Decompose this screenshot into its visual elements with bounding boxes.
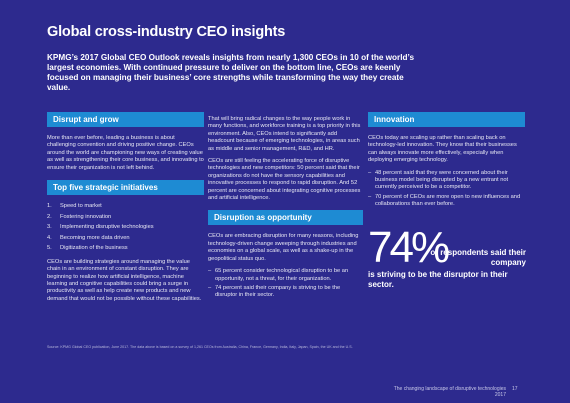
section-heading: Disruption as opportunity [208, 210, 363, 226]
paragraph: CEOs today are scaling up rather than sc… [368, 135, 517, 164]
stat-text: is striving to be the disruptor in their… [368, 270, 508, 289]
intro: KPMG’s 2017 Global CEO Outlook reveals i… [47, 53, 415, 92]
source: Source: KPMG Global CEO publication, Jun… [47, 345, 353, 349]
section-heading: Innovation [368, 112, 525, 127]
column: Disrupt and grow More than ever before, … [47, 112, 204, 308]
paragraph: More than ever before, leading a busines… [47, 135, 204, 171]
list-item: Fostering innovation [47, 213, 112, 222]
list-item: Speed to market [47, 203, 102, 211]
paragraph: CEOs are embracing disruption for many r… [208, 233, 359, 262]
paragraph: That will bring radical changes to the w… [208, 116, 361, 152]
bullet: 74 percent said their company is strivin… [208, 285, 363, 300]
list-item: Digitization of the business [47, 245, 128, 253]
section-heading: Top five strategic initiatives [47, 180, 204, 196]
list: Speed to market Fostering innovation Imp… [47, 203, 204, 253]
column: That will bring radical changes to the w… [208, 116, 363, 305]
section-heading: Disrupt and grow [47, 112, 204, 127]
stat-figure: 74% [368, 223, 450, 272]
bullets: 65 percent consider technological disrup… [208, 268, 363, 300]
bullet: 70 percent of CEOs are more open to new … [368, 194, 525, 209]
bullet: 65 percent consider technological disrup… [208, 268, 363, 283]
stat-text: of respondents said their company [430, 248, 526, 267]
page-number: 17 [512, 386, 518, 392]
bullet: 48 percent said that they were concerned… [368, 170, 525, 192]
paragraph: CEOs are still feeling the accelerating … [208, 158, 361, 202]
column: Innovation CEOs today are scaling up rat… [368, 112, 525, 214]
publication: The changing landscape of disruptive tec… [393, 386, 506, 398]
list-item: Becoming more data driven [47, 234, 130, 243]
list-item: Implementing disruptive technologies [47, 224, 154, 232]
title: Global cross-industry CEO insights [47, 24, 286, 40]
paragraph: CEOs are building strategies around mana… [47, 258, 202, 302]
bullets: 48 percent said that they were concerned… [368, 170, 525, 209]
